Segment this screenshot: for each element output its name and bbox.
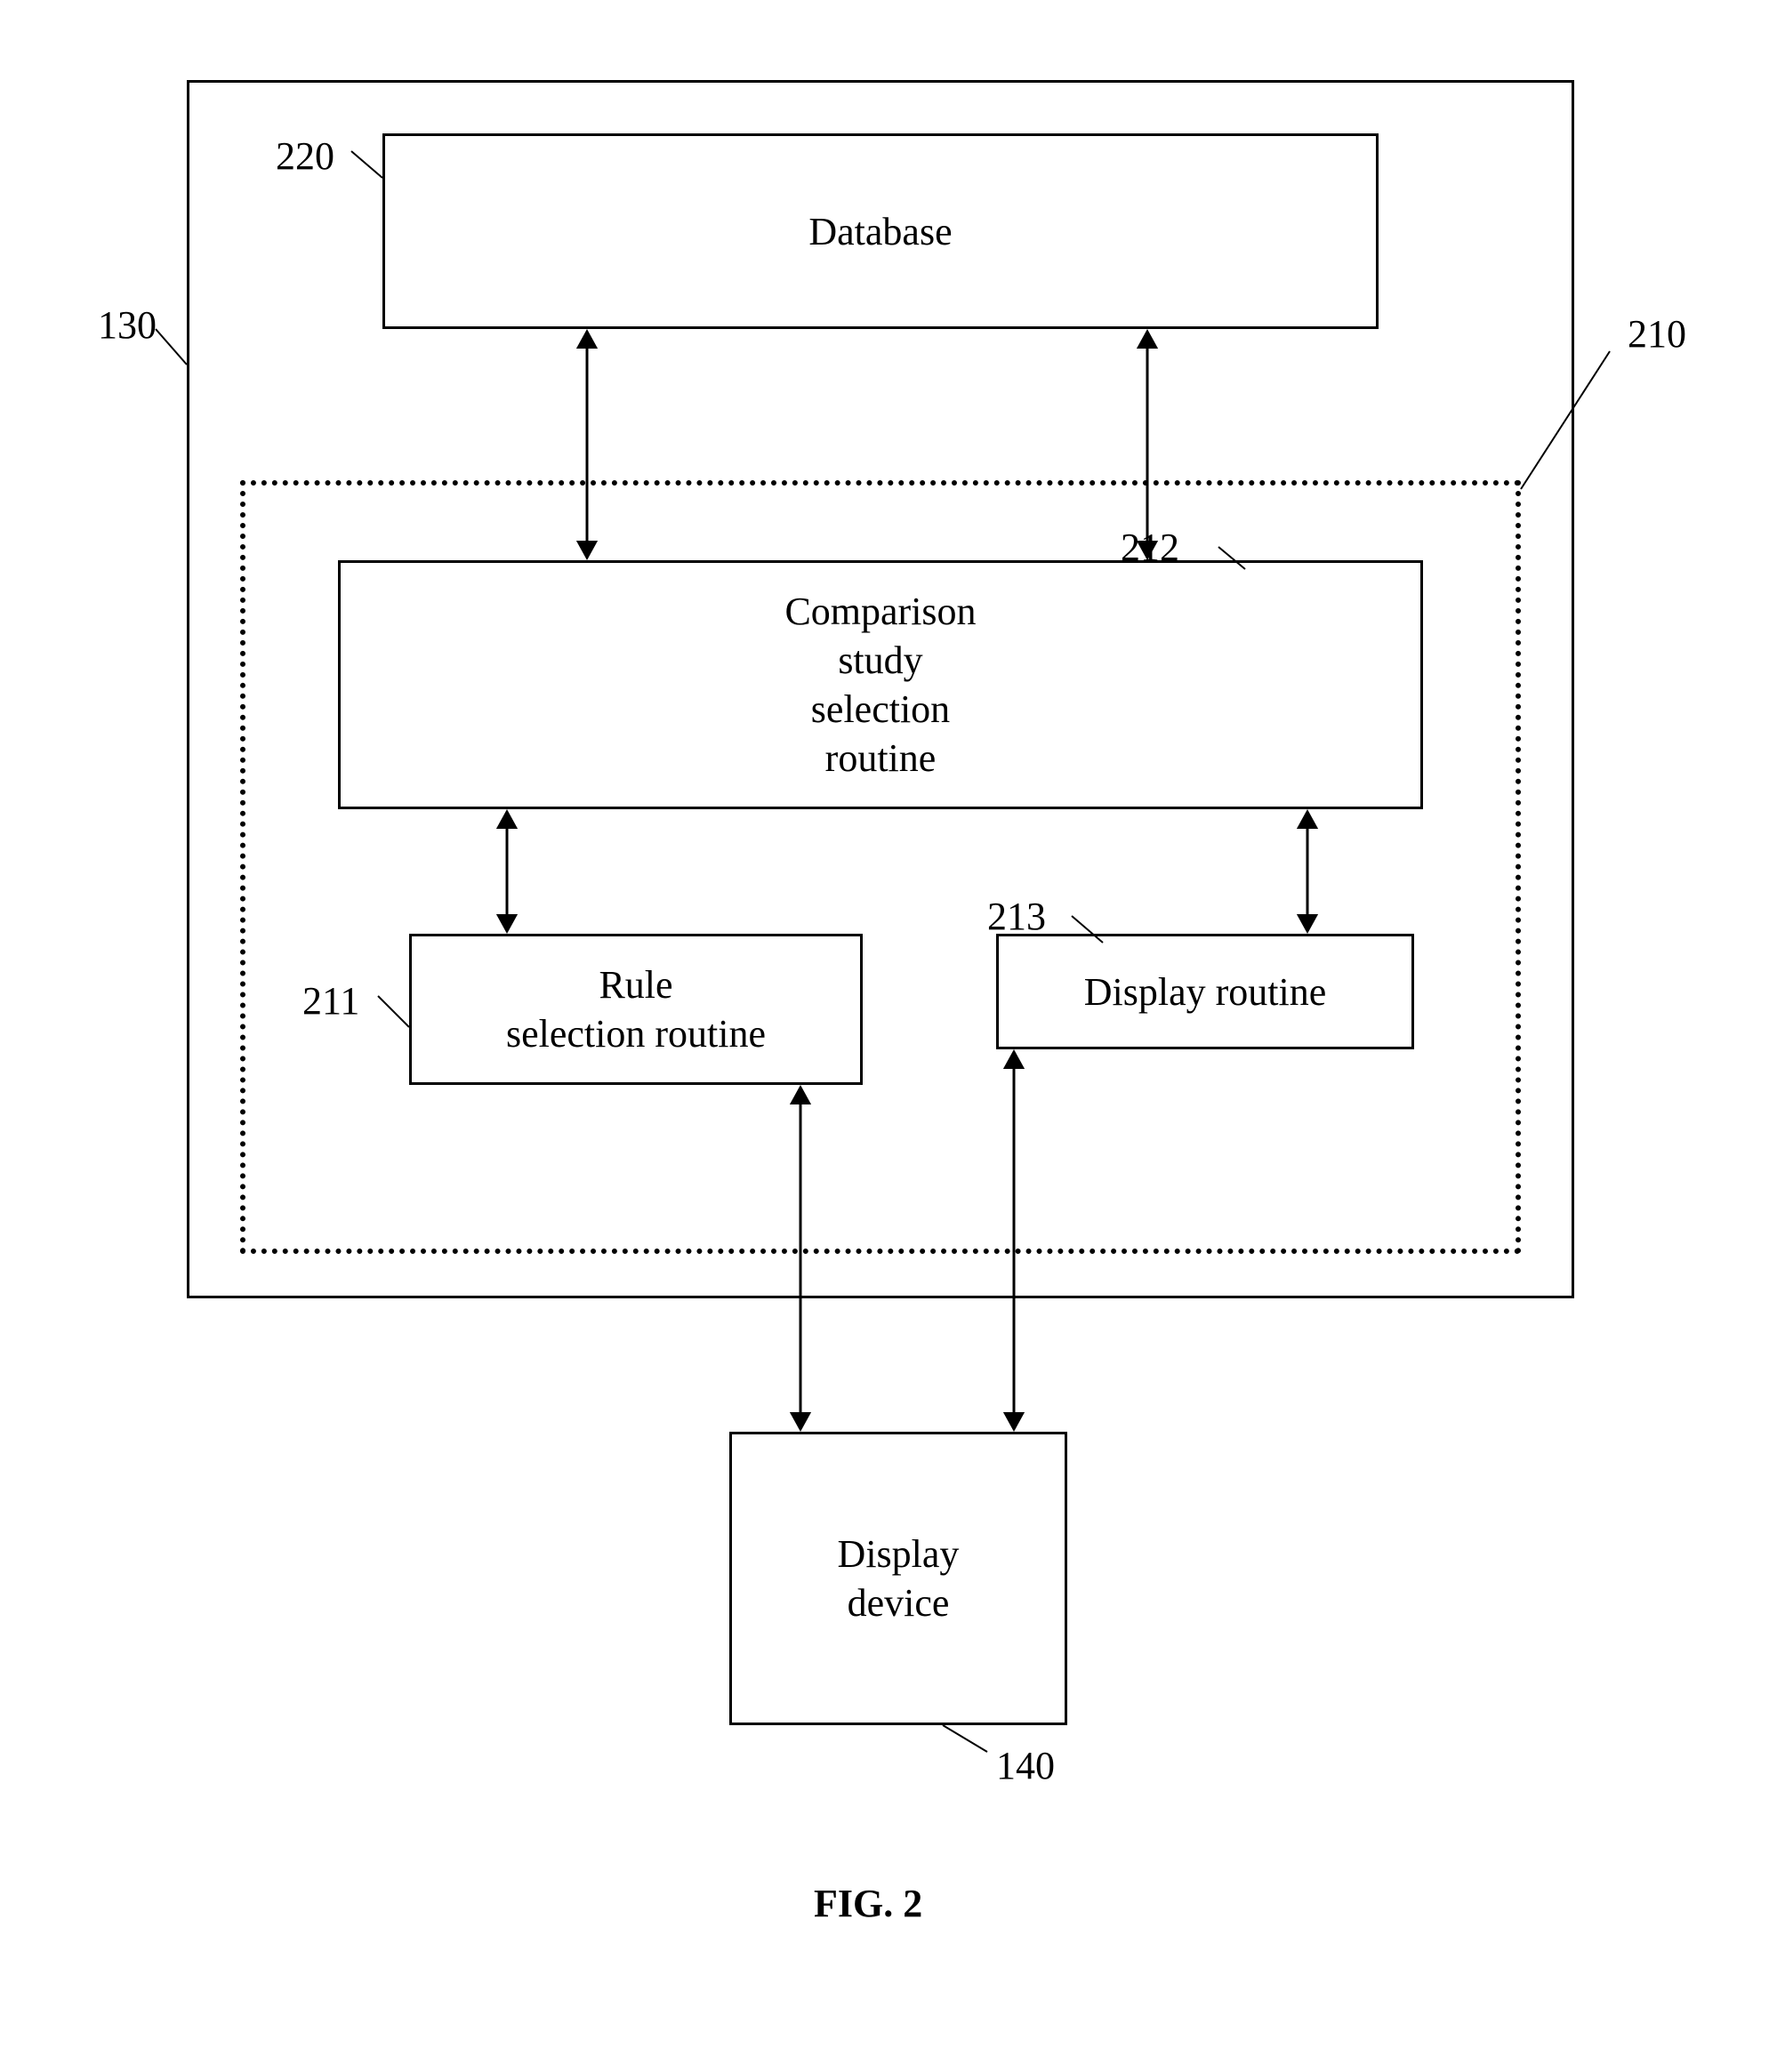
ref-label-130: 130	[98, 302, 157, 348]
ref-label-211: 211	[302, 978, 359, 1024]
ref-label-212: 212	[1121, 525, 1179, 570]
arrow-layer	[0, 0, 1769, 2072]
figure-caption: FIG. 2	[814, 1881, 922, 1926]
ref-label-140: 140	[996, 1743, 1055, 1788]
ref-label-220: 220	[276, 133, 334, 179]
ref-label-210: 210	[1628, 311, 1686, 357]
ref-label-213: 213	[987, 894, 1046, 939]
